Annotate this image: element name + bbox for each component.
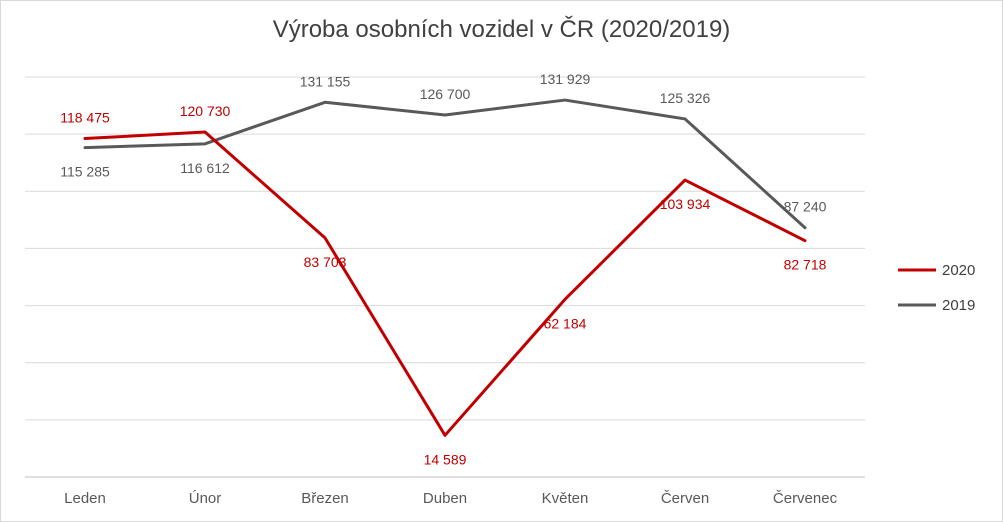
x-tick-label: Červenec (773, 490, 838, 507)
x-tick-label: Únor (189, 490, 222, 507)
x-tick-label: Duben (423, 490, 467, 507)
data-label-2019: 116 612 (180, 160, 230, 176)
data-label-2020: 62 184 (544, 315, 587, 331)
x-tick-label: Březen (301, 490, 349, 507)
data-label-2020: 120 730 (180, 103, 231, 119)
data-label-2020: 14 589 (424, 451, 467, 467)
chart-title: Výroba osobních vozidel v ČR (2020/2019) (272, 16, 731, 43)
legend-label-2020: 2020 (942, 262, 975, 279)
data-label-2020: 83 703 (304, 254, 347, 270)
series-line-2020 (83, 130, 807, 437)
data-label-2020: 82 718 (784, 257, 827, 273)
x-tick-label: Červen (661, 490, 709, 507)
data-label-2019: 87 240 (784, 199, 827, 215)
data-label-2019: 131 929 (540, 71, 591, 87)
data-label-2019: 125 326 (660, 90, 711, 106)
data-label-2020: 118 475 (60, 110, 110, 126)
x-tick-label: Leden (64, 490, 106, 507)
data-label-2020: 103 934 (660, 196, 711, 212)
data-label-2019: 115 285 (60, 164, 110, 180)
legend-label-2019: 2019 (942, 297, 975, 314)
data-label-2019: 126 700 (420, 86, 471, 102)
data-label-2019: 131 155 (300, 73, 351, 89)
x-tick-label: Květen (542, 490, 589, 507)
